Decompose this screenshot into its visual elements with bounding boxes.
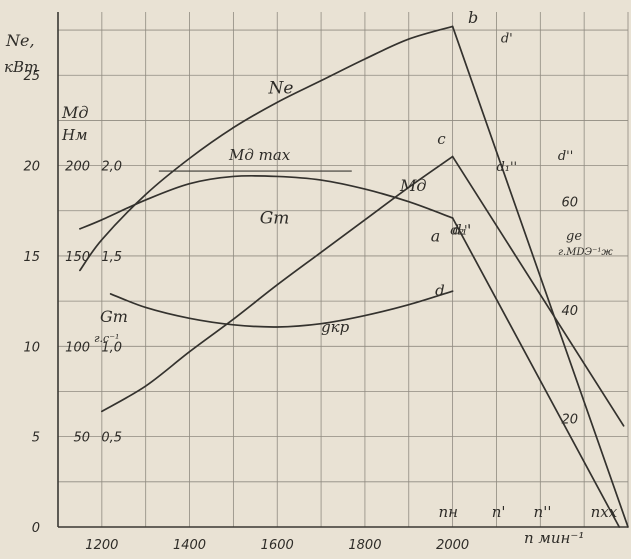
power-tick-label: 0 bbox=[32, 521, 40, 536]
annotation-label: d bbox=[435, 282, 445, 300]
annotation-label: a bbox=[431, 226, 441, 245]
torque-tick-label: 150 bbox=[65, 250, 90, 265]
specific-fuel-tick-label: 60 bbox=[561, 196, 578, 211]
x-tick-label: 1200 bbox=[85, 538, 118, 553]
annotation-label: gкр bbox=[321, 318, 350, 336]
series-layer bbox=[79, 25, 629, 528]
labels-layer: Ne Mд max Mд a b c d d₁'d₂'' d₁'' d' d'' gкр Gт nн n' n… bbox=[228, 8, 618, 521]
n-idle-label: nxx bbox=[591, 503, 618, 521]
fuel-hour-axis-unit: г.с⁻¹ bbox=[94, 332, 119, 345]
x-tick-label: 2000 bbox=[436, 538, 469, 553]
torque-axis-label: Mд bbox=[61, 103, 89, 122]
n-prime-label: n' bbox=[492, 503, 506, 521]
specific-fuel-tick-label: 20 bbox=[561, 413, 578, 428]
annotation-label: d' bbox=[501, 32, 513, 47]
series-c bbox=[451, 155, 625, 427]
power-axis-label: Ne, bbox=[5, 31, 35, 50]
fuel-hour-tick-label: 2,0 bbox=[101, 160, 122, 175]
power-tick-label: 5 bbox=[32, 431, 40, 446]
x-tick-label: 1800 bbox=[348, 538, 381, 553]
specific-fuel-axis-unit: г.MDЭ⁻¹ж bbox=[558, 247, 613, 258]
series-mд bbox=[79, 174, 454, 230]
annotation-label: Ne bbox=[267, 78, 293, 98]
x-tick-label: 1600 bbox=[261, 538, 294, 553]
torque-tick-label: 200 bbox=[65, 160, 90, 175]
x-axis-label: n мин⁻¹ bbox=[524, 529, 584, 547]
power-axis-unit: кВт bbox=[4, 58, 38, 76]
series-gт bbox=[100, 155, 454, 413]
n-rated-label: nн bbox=[438, 503, 458, 521]
annotation-label: c bbox=[437, 130, 446, 148]
specific-fuel-axis-label: ge bbox=[566, 229, 582, 244]
series-b bbox=[451, 25, 629, 528]
annotation-label: d'' bbox=[558, 149, 573, 164]
fuel-hour-tick-label: 1,0 bbox=[101, 340, 122, 355]
annotation-label: b bbox=[468, 8, 478, 27]
fuel-hour-axis-label: Gт bbox=[100, 307, 128, 326]
power-tick-label: 15 bbox=[23, 250, 40, 265]
fuel-hour-tick-label: 1,5 bbox=[101, 250, 122, 265]
series-a bbox=[451, 217, 621, 528]
x-tick-label: 1400 bbox=[173, 538, 206, 553]
annotation-label: d₁' bbox=[453, 222, 471, 238]
grid bbox=[57, 12, 629, 527]
axes: 1200 1400 1600 1800 2000 0 5 10 15 20 25 50 100 150 20… bbox=[4, 12, 628, 553]
annotation-label: Mд bbox=[399, 176, 427, 195]
fuel-hour-tick-label: 0,5 bbox=[101, 431, 122, 446]
specific-fuel-tick-label: 40 bbox=[561, 304, 578, 319]
power-tick-label: 25 bbox=[23, 69, 40, 84]
annotation-label: Gт bbox=[260, 208, 290, 228]
annotation-label: Mд max bbox=[228, 146, 291, 164]
torque-axis-unit: Нм bbox=[61, 126, 88, 144]
annotation-label: d₁'' bbox=[496, 160, 517, 175]
torque-tick-label: 50 bbox=[73, 431, 90, 446]
n-double-prime-label: n'' bbox=[534, 503, 552, 521]
power-tick-label: 20 bbox=[23, 160, 40, 175]
torque-tick-label: 100 bbox=[65, 340, 90, 355]
power-tick-label: 10 bbox=[23, 340, 40, 355]
series-ne bbox=[79, 25, 454, 272]
series-gкр bbox=[109, 290, 454, 328]
annotation-label: d₂'' bbox=[450, 223, 471, 238]
